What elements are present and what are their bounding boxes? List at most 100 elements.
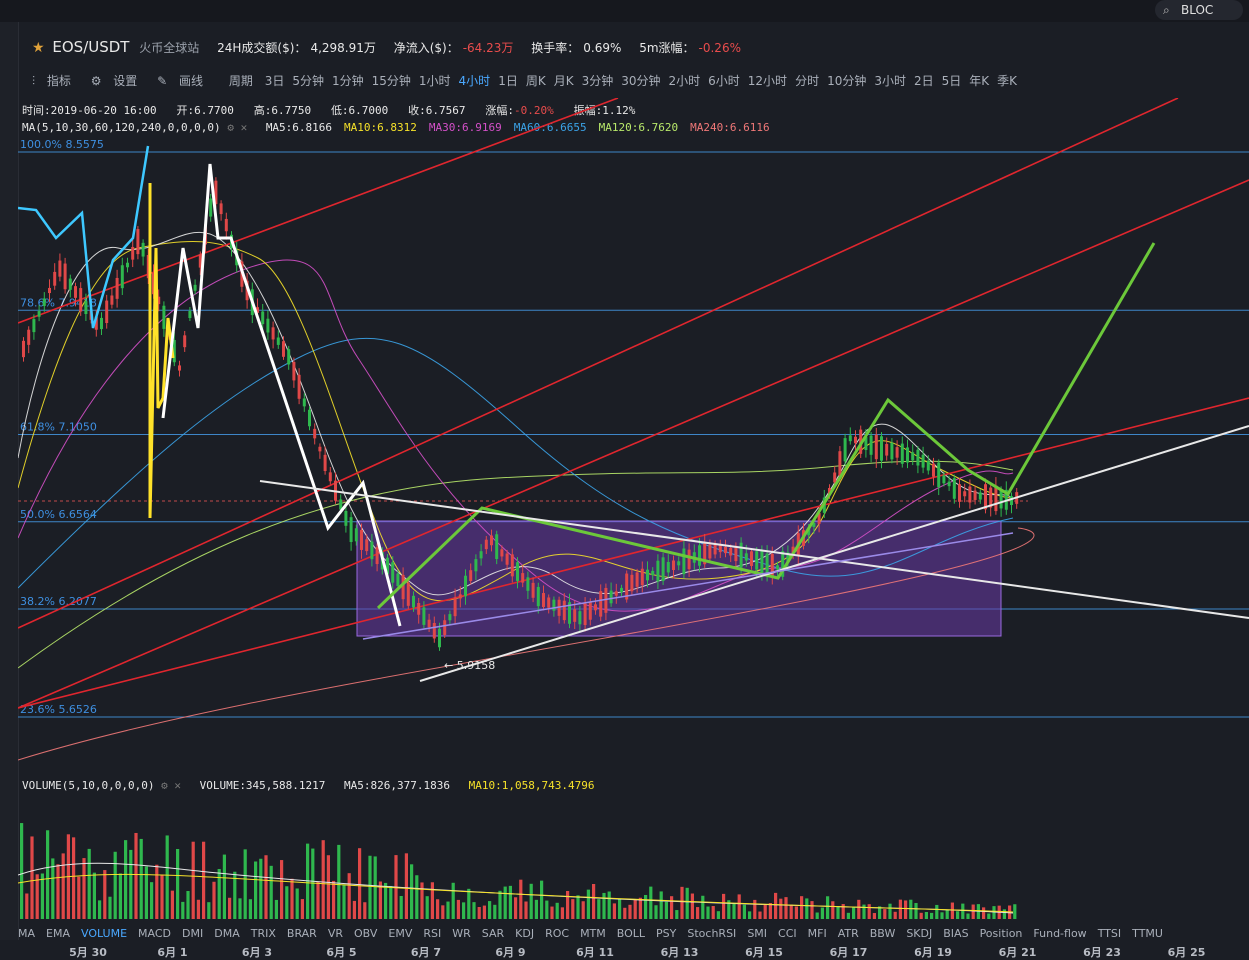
period-7[interactable]: 周K [525, 74, 546, 88]
tab-volume[interactable]: VOLUME [80, 927, 128, 940]
tab-skdj[interactable]: SKDJ [906, 927, 933, 940]
tab-vr[interactable]: VR [327, 927, 343, 940]
volume-bar [233, 871, 237, 919]
candle-body [755, 551, 759, 570]
ma-legend-item-5: MA240:6.6116 [690, 121, 770, 134]
candle-body [328, 472, 332, 482]
date-label-6: 6月 11 [576, 946, 614, 959]
tab-ttsi[interactable]: TTSI [1097, 927, 1122, 940]
period-0[interactable]: 3日 [264, 74, 285, 88]
tab-ma[interactable]: MA [18, 927, 36, 940]
volume-value: VOLUME:345,588.1217 [199, 779, 326, 792]
volume-bar [186, 891, 190, 919]
ma-params[interactable]: MA(5,10,30,60,120,240,0,0,0,0) [22, 121, 221, 134]
period-5[interactable]: 4小时 [458, 74, 491, 88]
tab-atr[interactable]: ATR [837, 927, 859, 940]
volume-bar [737, 894, 741, 919]
indicator-button[interactable]: ⫶ 指标 [32, 74, 79, 88]
search-box[interactable]: ⌕ BLOC [1155, 0, 1243, 20]
tab-ttmu[interactable]: TTMU [1132, 927, 1163, 940]
volume-bar [30, 836, 34, 919]
candle-body [542, 593, 545, 607]
volume-bar [664, 901, 668, 919]
period-16[interactable]: 3小时 [874, 74, 906, 88]
ma-settings-icon[interactable]: ⚙ [227, 121, 234, 134]
favorite-star-icon[interactable]: ★ [32, 40, 45, 56]
volume-bar [519, 879, 523, 919]
tab-trix[interactable]: TRIX [250, 927, 276, 940]
tab-dmi[interactable]: DMI [182, 927, 204, 940]
candle-body [521, 573, 525, 583]
candle-body [547, 597, 551, 608]
tab-sar[interactable]: SAR [481, 927, 505, 940]
volume-bar [498, 890, 502, 919]
volume-settings-icon[interactable]: ⚙ [161, 779, 168, 792]
period-12[interactable]: 6小时 [708, 74, 740, 88]
tab-ema[interactable]: EMA [46, 927, 70, 940]
tab-smi[interactable]: SMI [747, 927, 768, 940]
date-label-13: 6月 25 [1168, 946, 1206, 959]
volume-bar [675, 910, 679, 919]
ma60-line [18, 338, 1014, 589]
volume-bar [254, 861, 258, 919]
tab-kdj[interactable]: KDJ [515, 927, 535, 940]
period-15[interactable]: 10分钟 [827, 74, 867, 88]
tab-mtm[interactable]: MTM [580, 927, 606, 940]
candle-body [370, 541, 374, 560]
volume-chart[interactable] [18, 795, 1249, 925]
tab-brar[interactable]: BRAR [286, 927, 317, 940]
period-9[interactable]: 3分钟 [581, 74, 614, 88]
draw-button[interactable]: ✎ 画线 [157, 74, 211, 88]
period-4[interactable]: 1小时 [418, 74, 451, 88]
period-19[interactable]: 年K [969, 74, 990, 88]
volume-close-icon[interactable]: ✕ [174, 779, 181, 792]
volume-bar [176, 849, 180, 919]
period-11[interactable]: 2小时 [668, 74, 701, 88]
period-3[interactable]: 15分钟 [371, 74, 411, 88]
tab-mfi[interactable]: MFI [807, 927, 827, 940]
settings-button[interactable]: ⚙ 设置 [91, 74, 146, 88]
pair-name[interactable]: EOS/USDT [52, 38, 130, 56]
period-1[interactable]: 5分钟 [292, 74, 324, 88]
yellow-zigzag [148, 183, 175, 519]
volume-bar [191, 841, 195, 919]
tab-bbw[interactable]: BBW [869, 927, 896, 940]
period-13[interactable]: 12小时 [747, 74, 788, 88]
tab-bias[interactable]: BIAS [943, 927, 969, 940]
candle-body [682, 548, 686, 575]
search-input[interactable]: BLOC [1181, 3, 1214, 17]
period-14[interactable]: 分时 [795, 74, 820, 88]
period-10[interactable]: 30分钟 [621, 74, 661, 88]
tab-wr[interactable]: WR [452, 927, 471, 940]
candle-body [412, 595, 415, 608]
volume-bar [966, 913, 970, 919]
ma-close-icon[interactable]: ✕ [240, 121, 248, 134]
tab-stochrsi[interactable]: StochRSI [687, 927, 737, 940]
tab-obv[interactable]: OBV [354, 927, 378, 940]
tab-fund-flow[interactable]: Fund-flow [1033, 927, 1087, 940]
volume-bar [124, 840, 128, 919]
tab-cci[interactable]: CCI [778, 927, 797, 940]
tab-dma[interactable]: DMA [214, 927, 240, 940]
tab-boll[interactable]: BOLL [616, 927, 646, 940]
tab-position[interactable]: Position [979, 927, 1023, 940]
period-20[interactable]: 季K [997, 74, 1018, 88]
period-18[interactable]: 5日 [941, 74, 962, 88]
tab-macd[interactable]: MACD [138, 927, 172, 940]
tab-emv[interactable]: EMV [388, 927, 413, 940]
candles [22, 177, 1019, 651]
tab-rsi[interactable]: RSI [423, 927, 442, 940]
tab-psy[interactable]: PSY [656, 927, 677, 940]
period-6[interactable]: 1日 [498, 74, 518, 88]
ma120-line [18, 460, 1014, 669]
volume-bar [144, 866, 148, 919]
info-high: 高:6.7750 [253, 104, 312, 117]
tab-roc[interactable]: ROC [545, 927, 570, 940]
period-17[interactable]: 2日 [914, 74, 934, 88]
period-8[interactable]: 月K [553, 74, 574, 88]
period-2[interactable]: 1分钟 [331, 74, 364, 88]
candle-body [620, 587, 623, 593]
volume-params[interactable]: VOLUME(5,10,0,0,0,0) [22, 779, 155, 792]
candle-body [952, 478, 956, 499]
